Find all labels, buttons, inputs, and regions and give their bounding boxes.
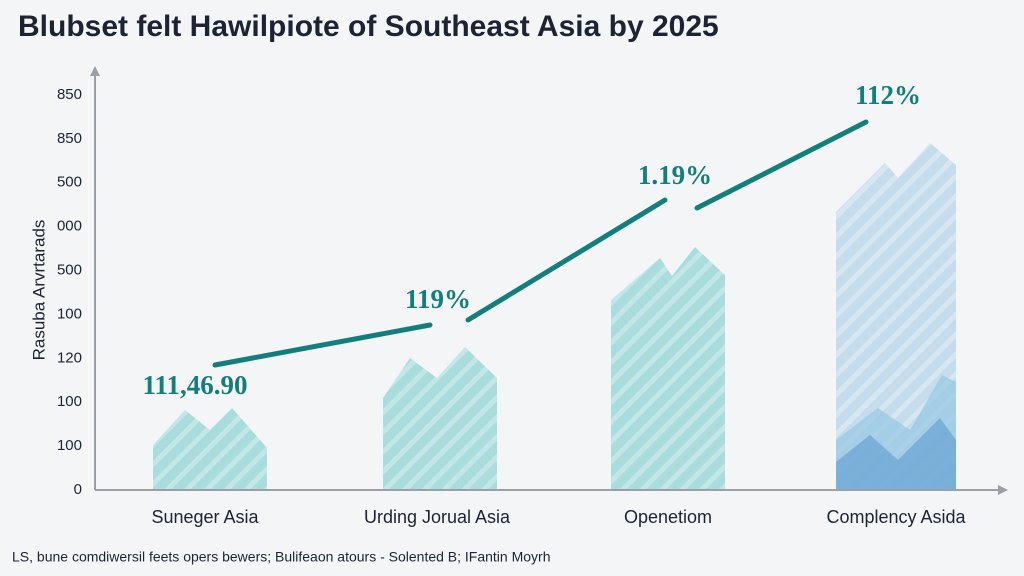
y-tick-label: 100 [57, 393, 82, 410]
bar [611, 247, 725, 490]
x-tick-label: Urding Jorual Asia [364, 507, 511, 527]
y-tick-label: 000 [57, 218, 82, 235]
x-tick-label: Openetiom [624, 507, 712, 527]
annotation: 111,46.90 [142, 370, 247, 400]
y-tick-label: 500 [57, 174, 82, 191]
y-tick-label: 100 [57, 437, 82, 454]
axis-arrow [998, 485, 1008, 495]
annotations: 111,46.90 119% 1.19% 112% [142, 80, 921, 400]
y-tick-label: 850 [57, 130, 82, 147]
bar-overlay [836, 418, 956, 490]
annotation: 119% [405, 284, 471, 314]
footer: LS, bune comdiwersil feets opers bewers;… [12, 549, 551, 565]
y-tick-label: 0 [74, 481, 82, 498]
x-tick-label: Complency Asida [826, 507, 966, 527]
y-tick-label: 100 [57, 305, 82, 322]
annotation: 112% [855, 80, 921, 110]
x-tick-label: Suneger Asia [151, 507, 259, 527]
y-tick-label: 500 [57, 262, 82, 279]
y-axis-label: Rasuba Arvrtarads [29, 220, 48, 361]
y-tick-label: 120 [57, 349, 82, 366]
annotation: 1.19% [638, 160, 712, 190]
y-tick-label: 850 [57, 86, 82, 103]
chart-title: Blubset felt Hawilpiote of Southeast Asi… [18, 10, 719, 43]
trend-line [212, 119, 869, 368]
bar [383, 347, 497, 490]
y-ticks: 850 850 500 000 500 100 120 100 100 0 [57, 86, 82, 498]
categories: Suneger Asia Urding Jorual Asia Openetiom C… [151, 507, 966, 527]
axis-arrow [90, 66, 100, 76]
bar [153, 408, 267, 490]
